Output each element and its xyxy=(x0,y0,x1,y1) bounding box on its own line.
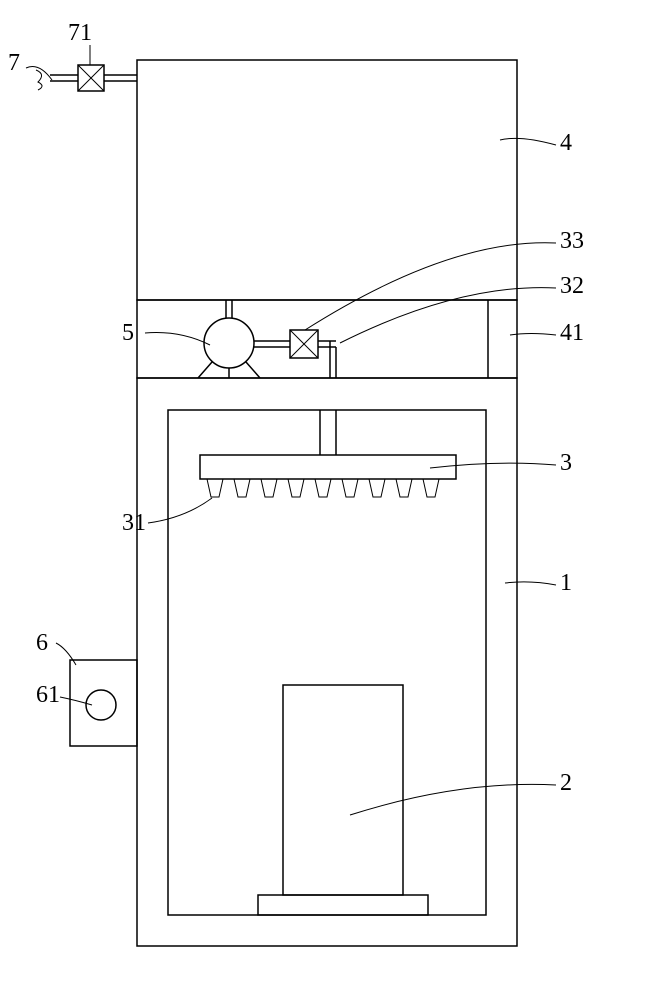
label-l41: 41 xyxy=(560,320,584,346)
label-l61: 61 xyxy=(36,682,60,708)
label-l1: 1 xyxy=(560,570,572,596)
label-l4: 4 xyxy=(560,130,572,156)
label-l32: 32 xyxy=(560,273,584,299)
technical-diagram: 7 71 4 33 32 5 41 3 31 1 6 61 2 xyxy=(0,0,646,1000)
label-l2: 2 xyxy=(560,770,572,796)
label-l3: 3 xyxy=(560,450,572,476)
label-l6: 6 xyxy=(36,630,48,656)
label-l71: 71 xyxy=(68,20,92,46)
label-l5: 5 xyxy=(122,320,134,346)
label-l33: 33 xyxy=(560,228,584,254)
label-l31: 31 xyxy=(122,510,146,536)
label-l7: 7 xyxy=(8,50,20,76)
